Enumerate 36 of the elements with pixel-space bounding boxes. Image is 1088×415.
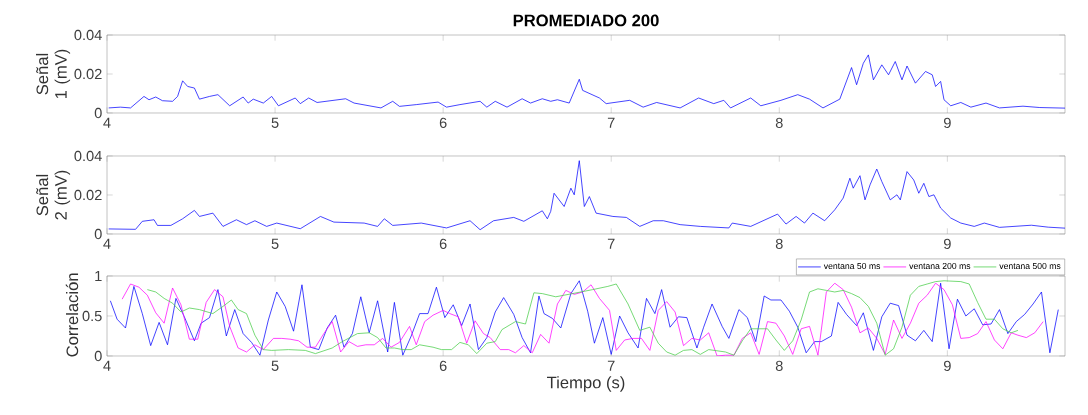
x-tick-label: 8 bbox=[775, 360, 783, 372]
legend-label: ventana 50 ms bbox=[823, 262, 881, 270]
legend-label: ventana 500 ms bbox=[999, 262, 1061, 270]
y-axis-title: Señal 2 (mV) bbox=[36, 170, 71, 220]
y-tick-label: 0.04 bbox=[74, 29, 102, 41]
y-tick-label: 0 bbox=[94, 107, 102, 119]
y-tick-label: 0.02 bbox=[74, 68, 102, 80]
x-tick-label: 5 bbox=[271, 117, 279, 128]
y-tick-label: 0.02 bbox=[74, 189, 102, 201]
y-tick-label: 1 bbox=[95, 270, 102, 282]
chart-title: PROMEDIADO 200 bbox=[513, 14, 659, 27]
x-tick-label: 8 bbox=[775, 117, 783, 129]
x-tick-label: 9 bbox=[943, 117, 951, 129]
y-axis-title: Correlación bbox=[65, 273, 79, 357]
x-tick-label: 6 bbox=[439, 117, 447, 129]
x-tick-label: 9 bbox=[943, 360, 951, 372]
y-tick-label: 0 bbox=[94, 228, 102, 240]
x-tick-label: 7 bbox=[607, 360, 615, 371]
x-axis-title: Tiempo (s) bbox=[547, 376, 625, 392]
x-tick-label: 9 bbox=[943, 238, 951, 250]
x-tick-label: 5 bbox=[271, 360, 279, 371]
line-series bbox=[108, 54, 1066, 109]
x-tick-label: 6 bbox=[439, 238, 447, 250]
legend-label: ventana 200 ms bbox=[909, 262, 971, 270]
x-tick-label: 4 bbox=[103, 117, 111, 128]
y-tick-label: 0.5 bbox=[82, 310, 102, 322]
y-tick-label: 0 bbox=[94, 350, 102, 362]
y-tick-label: 0.04 bbox=[74, 150, 102, 162]
x-tick-label: 8 bbox=[775, 238, 783, 250]
x-tick-label: 7 bbox=[607, 238, 615, 249]
x-tick-label: 6 bbox=[439, 360, 447, 372]
x-tick-label: 5 bbox=[271, 238, 279, 249]
x-tick-label: 7 bbox=[607, 117, 615, 128]
x-tick-label: 4 bbox=[103, 360, 111, 371]
y-axis-title: Señal 1 (mV) bbox=[36, 49, 71, 99]
x-tick-label: 4 bbox=[103, 238, 111, 249]
